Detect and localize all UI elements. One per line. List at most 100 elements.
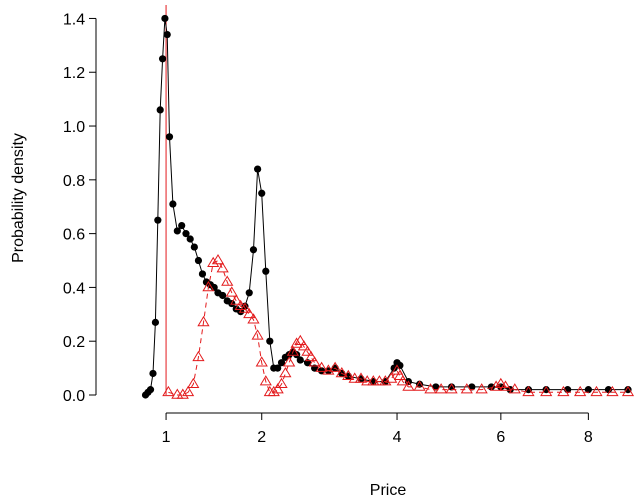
series-2-point — [424, 383, 437, 394]
series-1-point — [487, 383, 495, 391]
series-2-point — [522, 385, 535, 397]
series-2-point — [494, 377, 507, 388]
series-2-point — [508, 383, 521, 394]
series-1-point — [266, 337, 274, 345]
series-2-point — [192, 350, 205, 362]
series-1-point — [154, 216, 162, 224]
series-2-point — [187, 377, 200, 388]
series-2-point — [393, 369, 406, 380]
series-1-point — [604, 386, 613, 394]
series-2-point — [606, 385, 619, 397]
series-2-point — [247, 313, 260, 324]
series-2-point — [171, 388, 184, 399]
series-2-point — [162, 385, 175, 397]
series-2-point — [348, 372, 361, 383]
x-axis: 1 2 4 6 8 — [162, 412, 593, 446]
series-2-point — [197, 315, 210, 327]
series-2-point — [221, 275, 234, 286]
series-1-point — [186, 235, 194, 243]
series-2-point — [315, 361, 328, 372]
series-1-point — [447, 383, 456, 391]
series-1-point — [219, 291, 227, 300]
series-1-point — [258, 189, 266, 197]
x-tick-label: 8 — [584, 429, 593, 446]
series-1-point — [194, 256, 203, 265]
series-1-point — [198, 270, 207, 278]
series-1-point — [178, 221, 186, 230]
y-tick-label: 0.8 — [63, 173, 85, 190]
series-2-point — [271, 383, 284, 394]
x-axis-title: Price — [370, 482, 407, 499]
series-2-point — [540, 385, 553, 397]
series-1-point — [293, 351, 301, 359]
series-1-point — [182, 230, 190, 238]
x-tick-label: 4 — [393, 429, 402, 446]
series-2-point — [490, 380, 503, 391]
series-1-point — [262, 267, 270, 275]
series-2-point — [379, 375, 392, 386]
series-1-point — [165, 133, 174, 141]
series-2-point — [275, 377, 288, 388]
series-2-point — [216, 262, 229, 273]
series-2-point — [308, 356, 321, 367]
series-2-point — [207, 256, 220, 267]
series-2-point — [294, 334, 307, 345]
series-2-point — [396, 375, 409, 386]
series-2-point — [621, 385, 635, 397]
series-1-point — [161, 14, 169, 23]
series-2-point — [335, 367, 348, 378]
series-2-point — [202, 280, 215, 292]
series-2-point — [373, 375, 386, 386]
y-tick-label: 1.4 — [63, 11, 85, 28]
series-1-point — [151, 318, 160, 326]
series-2-point — [435, 383, 448, 394]
series-2-point — [590, 385, 603, 397]
series-2-point — [279, 367, 292, 378]
y-axis-title: Probability density — [10, 133, 27, 263]
series-1-point — [249, 246, 258, 254]
y-tick-label: 0.6 — [63, 227, 85, 244]
series-2-point — [354, 372, 368, 383]
y-tick-label: 0.2 — [63, 334, 85, 351]
y-axis: 0.0 0.2 0.4 0.6 0.8 1.0 1.2 1.4 — [63, 11, 97, 405]
series-2-point — [238, 302, 252, 313]
series-1-point — [156, 106, 164, 114]
series-2-point — [361, 375, 374, 386]
x-tick-label: 6 — [496, 429, 505, 446]
series-2-point — [305, 350, 318, 362]
series-2-point — [413, 380, 426, 391]
series-2-point — [259, 375, 272, 386]
series-1-point — [296, 356, 304, 364]
series-2-point — [574, 385, 587, 397]
series-2-line — [168, 259, 628, 396]
series-2-point — [460, 383, 473, 394]
series-2-point — [234, 299, 247, 310]
series-2-point — [230, 294, 243, 305]
series-1-point — [274, 364, 282, 372]
series-1-point — [149, 369, 157, 378]
series-2-point — [176, 388, 189, 399]
series-1-point — [524, 386, 533, 394]
series-1-point — [158, 55, 167, 63]
series-2-point — [329, 361, 342, 372]
y-tick-label: 1.0 — [63, 119, 85, 136]
series-2-point — [267, 385, 280, 397]
series-1-point — [624, 386, 632, 394]
series-2-point — [211, 254, 225, 265]
series-2-point — [283, 356, 296, 367]
series-2-point — [385, 372, 398, 383]
series-1-line — [145, 18, 628, 396]
series-2-point — [557, 385, 570, 397]
series-1-point — [277, 359, 286, 367]
series-2-point — [297, 340, 310, 351]
series-2-point — [402, 380, 415, 391]
y-tick-label: 0.4 — [63, 280, 85, 297]
series-1-point — [344, 372, 352, 380]
series-2-point — [243, 307, 256, 319]
series-1-point — [163, 30, 171, 39]
series-2-point — [225, 286, 238, 297]
series-2-point — [182, 385, 195, 397]
series-2-point — [367, 375, 380, 386]
series-1-point — [584, 386, 592, 394]
series-1-point — [254, 165, 262, 173]
